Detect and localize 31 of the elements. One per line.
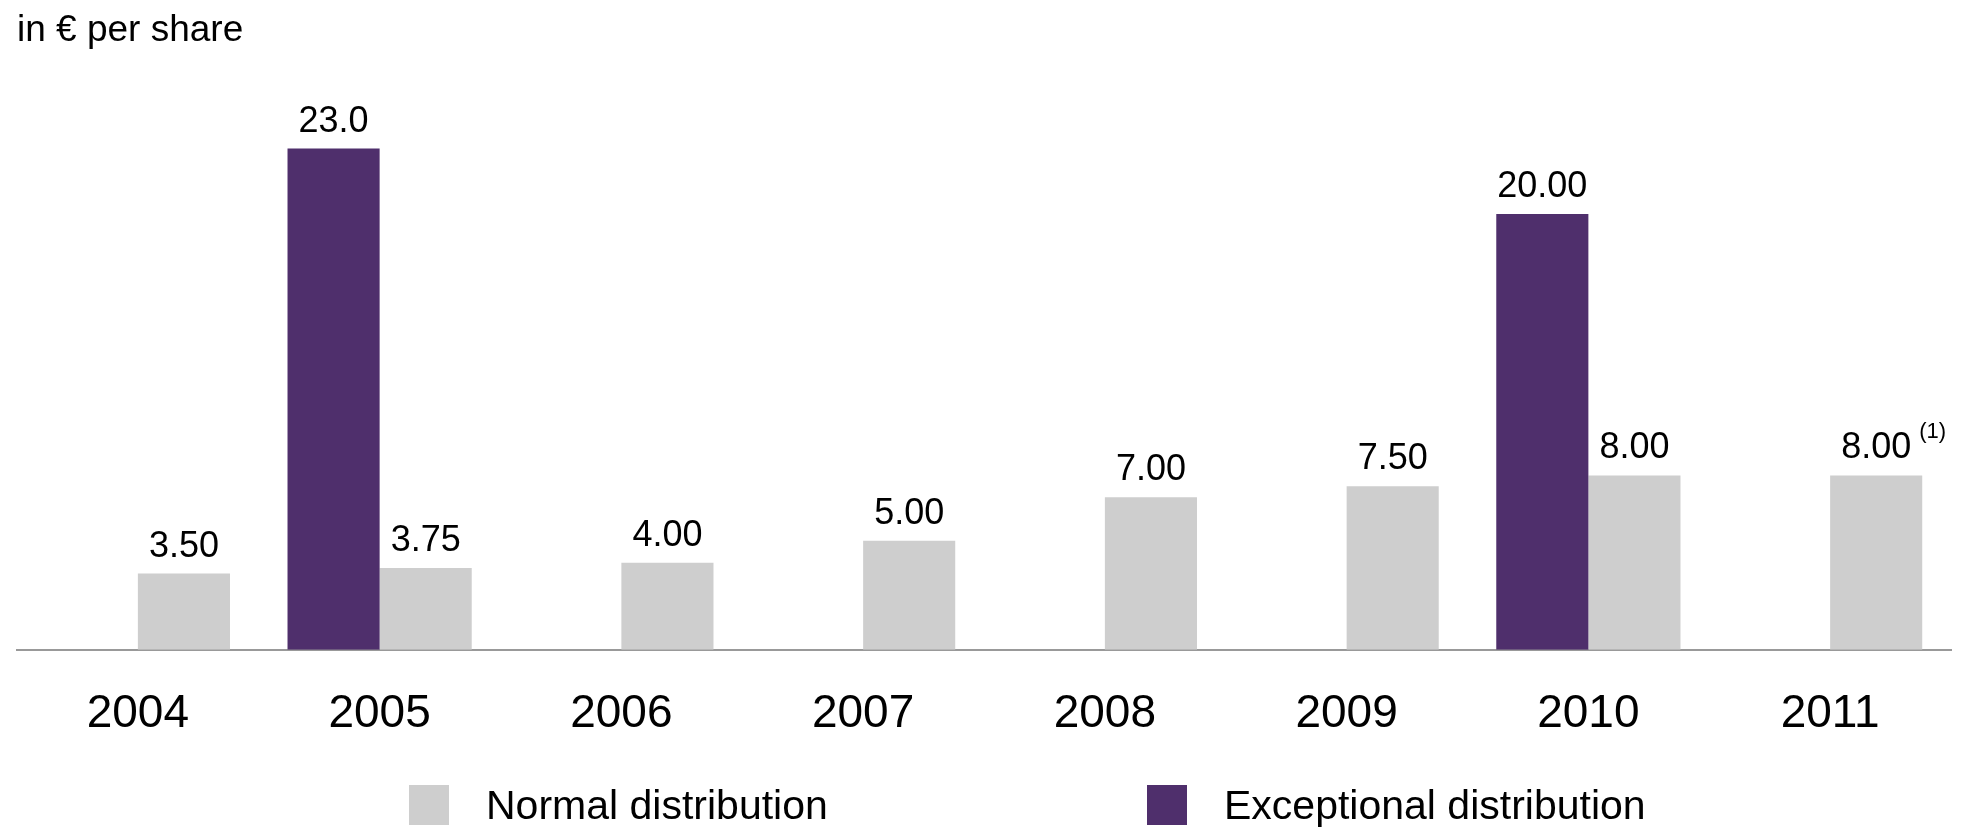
x-tick-label: 2006 <box>570 685 673 738</box>
legend-label: Normal distribution <box>486 782 828 828</box>
bar <box>863 540 956 650</box>
x-tick-label: 2008 <box>1053 685 1157 738</box>
data-label: 23.0 <box>298 98 369 140</box>
x-tick-label: 2005 <box>328 685 431 738</box>
data-label: 3.50 <box>148 523 219 565</box>
bar <box>1346 486 1439 650</box>
bar <box>379 568 472 650</box>
legend-label: Exceptional distribution <box>1224 782 1646 828</box>
data-label: 8.00 <box>1599 425 1670 467</box>
bar <box>137 573 230 650</box>
data-label: 7.50 <box>1357 436 1428 478</box>
bar <box>287 148 380 650</box>
data-label: 5.00 <box>874 490 945 532</box>
x-tick-label: 2009 <box>1295 685 1398 738</box>
data-label: 20.00 <box>1497 163 1588 205</box>
x-tick-label: 2011 <box>1780 685 1880 738</box>
bar <box>1104 497 1197 650</box>
data-label: 3.75 <box>390 518 461 560</box>
x-tick-label: 2007 <box>811 685 915 738</box>
bar <box>1496 213 1589 650</box>
data-label: 8.00(1) <box>1841 418 1947 467</box>
bar <box>621 562 714 650</box>
data-label: 7.00 <box>1115 447 1186 489</box>
data-label: 4.00 <box>632 512 703 554</box>
bar <box>1588 475 1681 650</box>
x-tick-label: 2004 <box>86 685 190 738</box>
y-axis-title: in € per share <box>17 7 244 51</box>
bar <box>1830 475 1923 650</box>
x-tick-label: 2010 <box>1537 685 1640 738</box>
